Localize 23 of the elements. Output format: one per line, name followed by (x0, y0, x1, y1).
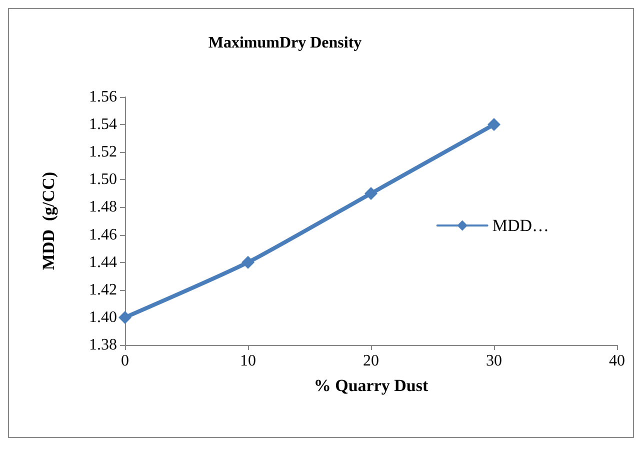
point (364, 186, 378, 200)
y-tick-label: 1.50 (89, 171, 117, 188)
point (242, 256, 254, 269)
x-tick-label: 20 (363, 352, 379, 370)
x-tick-label: 40 (609, 352, 625, 370)
y-tick-label: 1.46 (89, 226, 117, 244)
x-tick-label: 10 (240, 352, 256, 370)
y-tick-label: 1.52 (89, 144, 117, 161)
point (118, 310, 132, 324)
y-tick-label: 1.38 (89, 336, 117, 354)
y-axis-title: MDD (g/CC) (39, 172, 58, 270)
y-tick-label: 1.42 (89, 281, 117, 298)
y-tick-label: 1.56 (89, 88, 117, 106)
point (488, 118, 500, 132)
chart-title: MaximumDry Density (208, 34, 362, 52)
x-axis-title: % Quarry Dust (314, 376, 428, 395)
x-tick-label: 30 (486, 352, 502, 370)
y-tick-label: 1.54 (89, 116, 117, 134)
x-tick-label: 0 (121, 352, 129, 370)
y-tick-label: 1.48 (89, 198, 117, 216)
y-tick-label: 1.40 (89, 308, 117, 326)
y-tick-label: 1.44 (89, 254, 117, 271)
legend-label: MDD… (492, 216, 549, 235)
